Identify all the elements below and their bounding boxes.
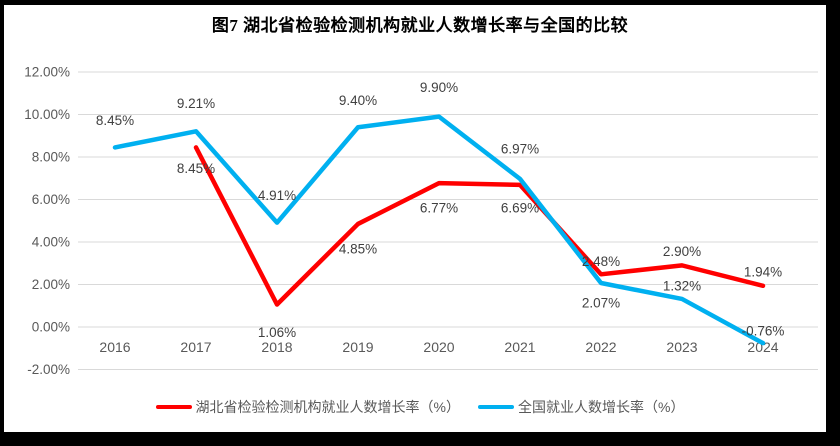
y-axis-tick-label: 12.00% [24,65,70,80]
data-label: 4.85% [339,241,377,256]
legend-item-hubei: 湖北省检验检测机构就业人数增长率（%） [155,397,460,417]
data-label: 1.06% [258,325,296,340]
chart-legend: 湖北省检验检测机构就业人数增长率（%） 全国就业人数增长率（%） [0,397,840,417]
national-growth-line [112,114,766,346]
legend-item-national: 全国就业人数增长率（%） [478,397,684,417]
legend-label-hubei: 湖北省检验检测机构就业人数增长率（%） [195,399,460,415]
x-axis-tick-label: 2018 [261,339,292,355]
frame-border-left [0,0,4,446]
x-axis-tick-label: 2022 [585,339,616,355]
data-label: 1.32% [663,278,701,293]
hubei-line-swatch-icon [155,405,192,409]
x-axis-tick-label: 2020 [423,339,454,355]
hubei-growth-line [193,145,766,307]
data-label: 8.45% [96,113,134,128]
data-label: 6.77% [420,201,458,216]
data-label: 2.90% [663,244,701,259]
y-axis-tick-label: 0.00% [32,320,70,335]
y-axis-tick-label: 2.00% [32,277,70,292]
chart-title: 图7 湖北省检验检测机构就业人数增长率与全国的比较 [211,16,629,35]
x-axis-tick-label: 2021 [504,339,535,355]
data-label: 2.48% [582,254,620,269]
data-label: 9.40% [339,93,377,108]
data-label: -0.76% [742,324,785,339]
data-label: 8.45% [177,161,215,176]
data-label: 9.90% [420,80,458,95]
data-label: 6.97% [501,141,539,156]
data-label: 6.69% [501,200,539,215]
data-label: 1.94% [744,264,782,279]
x-axis-tick-label: 2024 [747,339,778,355]
data-label: 2.07% [582,296,620,311]
frame-border-top [0,0,840,5]
x-axis-tick-label: 2016 [99,339,130,355]
frame-border-right [826,0,840,446]
legend-label-national: 全国就业人数增长率（%） [518,399,685,415]
y-axis-tick-label: 6.00% [32,192,70,207]
y-axis-tick-label: -2.00% [27,362,70,377]
x-axis-tick-label: 2019 [342,339,373,355]
y-axis-tick-label: 4.00% [32,235,70,250]
x-axis-tick-label: 2017 [180,339,211,355]
y-axis-tick-label: 10.00% [24,107,70,122]
x-axis-tick-label: 2023 [666,339,697,355]
data-label: 9.21% [177,96,215,111]
data-label: 4.91% [258,188,296,203]
y-axis-tick-label: 8.00% [32,150,70,165]
frame-border-bottom [0,432,840,446]
national-line-swatch-icon [478,405,514,409]
